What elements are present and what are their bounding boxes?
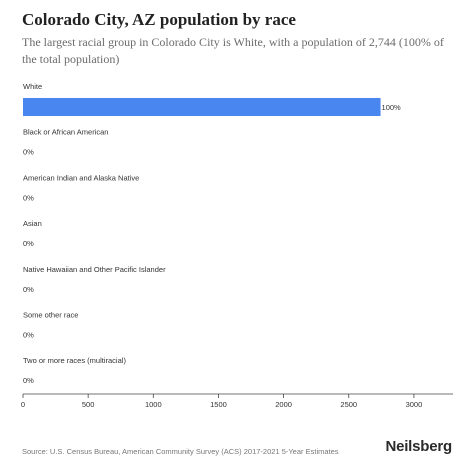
data-label: 0%	[23, 148, 34, 157]
bar	[23, 98, 381, 116]
brand-logo: Neilsberg	[385, 438, 452, 455]
data-label: 0%	[23, 376, 34, 385]
chart-title: Colorado City, AZ population by race	[22, 10, 296, 29]
data-label: 0%	[23, 239, 34, 248]
category-label: Some other race	[23, 311, 78, 320]
chart-subtitle: The largest racial group in Colorado Cit…	[22, 35, 444, 66]
category-label: Asian	[23, 219, 42, 228]
data-label: 0%	[23, 331, 34, 340]
data-label: 0%	[23, 193, 34, 202]
x-tick-label: 1500	[210, 400, 227, 409]
data-label: 0%	[23, 285, 34, 294]
category-label: Native Hawaiian and Other Pacific Island…	[23, 265, 166, 274]
x-tick-label: 500	[82, 400, 95, 409]
x-tick-label: 2500	[340, 400, 357, 409]
x-tick-label: 0	[21, 400, 25, 409]
category-label: White	[23, 82, 42, 91]
category-label: Two or more races (multiracial)	[23, 356, 126, 365]
x-tick-label: 1000	[145, 400, 162, 409]
data-label: 100%	[382, 103, 402, 112]
x-tick-label: 3000	[406, 400, 423, 409]
category-label: American Indian and Alaska Native	[23, 173, 139, 182]
category-label: Black or African American	[23, 128, 108, 137]
source-note: Source: U.S. Census Bureau, American Com…	[22, 447, 339, 456]
x-tick-label: 2000	[275, 400, 292, 409]
